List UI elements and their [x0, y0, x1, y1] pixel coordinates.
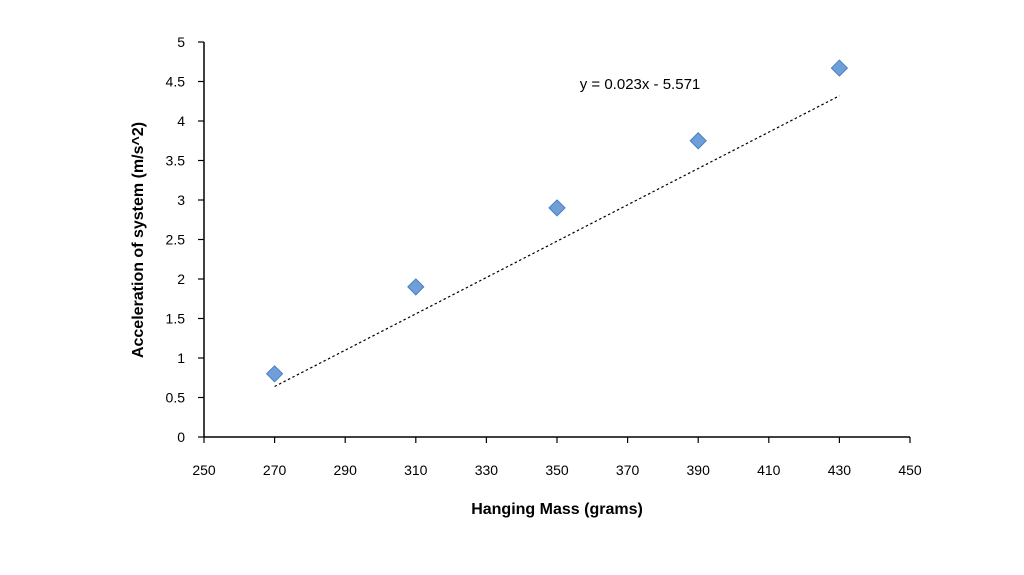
x-tick-label: 330	[475, 462, 499, 478]
x-tick-label: 270	[263, 462, 287, 478]
data-point-diamond	[548, 199, 566, 217]
y-axis-title: Acceleration of system (m/s^2)	[130, 122, 147, 358]
x-tick-label: 370	[616, 462, 640, 478]
y-tick-label: 1	[177, 350, 185, 366]
data-point-diamond	[407, 278, 425, 296]
x-tick-label: 410	[757, 462, 781, 478]
y-tick-label: 2.5	[166, 232, 186, 248]
trendline-group	[274, 95, 840, 388]
data-point-diamond	[689, 132, 707, 150]
x-tick-label: 390	[687, 462, 711, 478]
x-tick-label: 250	[192, 462, 216, 478]
x-tick-label: 430	[828, 462, 852, 478]
y-tick-label: 1.5	[166, 311, 186, 327]
axes: 0 0.5 1 1.5 2 2.5 3 3.5 4 4.5 5 250 270 290 310 330 350 3…	[166, 34, 922, 478]
x-tick-label: 310	[404, 462, 428, 478]
y-tick-label: 3.5	[166, 153, 186, 169]
x-axis-title: Hanging Mass (grams)	[471, 501, 643, 518]
y-tick-label: 2	[177, 271, 185, 287]
trendline	[274, 95, 840, 388]
x-tick-label: 350	[545, 462, 569, 478]
y-tick-label: 4.5	[166, 74, 186, 90]
data-point-diamond	[265, 365, 284, 383]
y-tick-label: 5	[177, 34, 185, 50]
y-tick-label: 0.5	[166, 390, 186, 406]
x-tick-label: 290	[334, 462, 358, 478]
data-points	[265, 59, 849, 383]
y-tick-label: 4	[177, 113, 185, 129]
trendline-equation-label: y = 0.023x - 5.571	[580, 76, 701, 93]
x-tick-label: 450	[898, 462, 922, 478]
data-point-diamond	[830, 59, 849, 77]
y-tick-label: 0	[177, 429, 185, 445]
y-tick-label: 3	[177, 192, 185, 208]
